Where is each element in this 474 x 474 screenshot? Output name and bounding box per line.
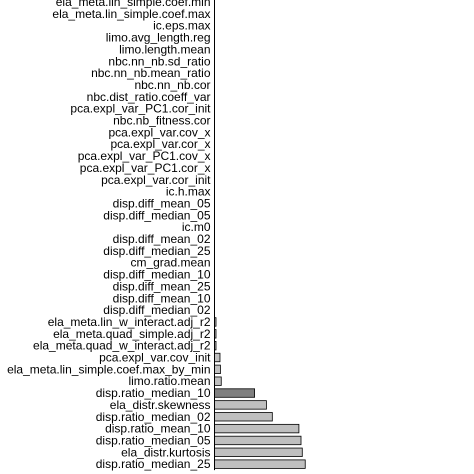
- category-tick-label: limo.avg_length.reg: [106, 31, 211, 45]
- category-tick-labels: ela_meta.lin_simple.coef.minela_meta.lin…: [7, 0, 211, 471]
- category-tick-label: disp.diff_mean_02: [113, 232, 211, 246]
- category-tick-label: ic.h.max: [166, 185, 211, 199]
- category-tick-label: nbc.nb_fitness.cor: [113, 114, 210, 128]
- category-tick-label: disp.diff_median_05: [103, 208, 211, 222]
- bar: [214, 352, 221, 363]
- category-tick-label: ela_meta.lin_simple.coef.max: [52, 7, 210, 21]
- category-tick-label: ela_distr.kurtosis: [121, 445, 210, 459]
- category-tick-label: ela_meta.quad_w_interact.adj_r2: [33, 339, 211, 353]
- category-tick-label: pca.expl_var.cor_init: [101, 173, 211, 187]
- bar: [214, 459, 306, 469]
- category-tick-label: disp.ratio_median_25: [96, 457, 211, 471]
- category-tick-label: disp.diff_median_25: [103, 244, 211, 258]
- category-tick-label: disp.diff_median_10: [103, 268, 211, 282]
- category-tick-label: disp.diff_mean_05: [113, 196, 211, 210]
- bar: [214, 388, 255, 398]
- category-tick-label: disp.ratio_median_02: [96, 410, 211, 424]
- category-tick-label: nbc.nn_nb.cor: [134, 78, 210, 92]
- category-tick-label: ela_meta.quad_simple.adj_r2: [53, 327, 211, 341]
- category-tick-label: pca.expl_var_PC1.cor_init: [70, 102, 211, 116]
- bar: [214, 447, 303, 457]
- category-tick-label: ela_meta.lin_w_interact.adj_r2: [48, 315, 211, 329]
- category-tick-label: ela_meta.lin_simple.coef.max_by_min: [7, 362, 210, 376]
- bar: [214, 364, 221, 375]
- category-tick-label: limo.ratio.mean: [128, 374, 210, 388]
- bar: [214, 423, 300, 434]
- category-tick-label: ic.eps.max: [153, 19, 210, 33]
- bar: [214, 400, 267, 410]
- category-tick-label: cm_grad.mean: [130, 256, 210, 270]
- bar: [214, 435, 302, 446]
- category-tick-label: disp.ratio_mean_10: [105, 422, 211, 436]
- category-tick-label: nbc.dist_ratio.coeff_var: [87, 90, 211, 104]
- bar: [214, 376, 222, 386]
- category-tick-label: pca.expl_var_PC1.cor_x: [80, 161, 211, 175]
- category-tick-label: disp.ratio_median_10: [96, 386, 211, 400]
- category-tick-label: ela_meta.lin_simple.coef.min: [56, 0, 211, 9]
- category-tick-label: pca.expl_var.cov_init: [99, 351, 211, 365]
- category-tick-label: nbc.nn_nb.mean_ratio: [91, 66, 211, 80]
- category-tick-label: pca.expl_var_PC1.cov_x: [78, 149, 211, 163]
- category-tick-label: pca.expl_var.cov_x: [108, 125, 210, 139]
- category-tick-label: disp.diff_mean_10: [113, 291, 211, 305]
- bar: [214, 412, 273, 422]
- category-tick-label: disp.ratio_median_05: [96, 433, 211, 447]
- category-tick-label: disp.diff_median_02: [103, 303, 211, 317]
- category-tick-label: limo.length.mean: [119, 42, 210, 56]
- category-tick-label: ic.m0: [182, 220, 211, 234]
- category-tick-label: disp.diff_mean_25: [113, 279, 211, 293]
- bars: [214, 317, 306, 469]
- category-tick-label: ela_distr.skewness: [110, 398, 211, 412]
- category-tick-label: nbc.nn_nb.sd_ratio: [108, 54, 210, 68]
- category-tick-label: pca.expl_var.cor_x: [110, 137, 210, 151]
